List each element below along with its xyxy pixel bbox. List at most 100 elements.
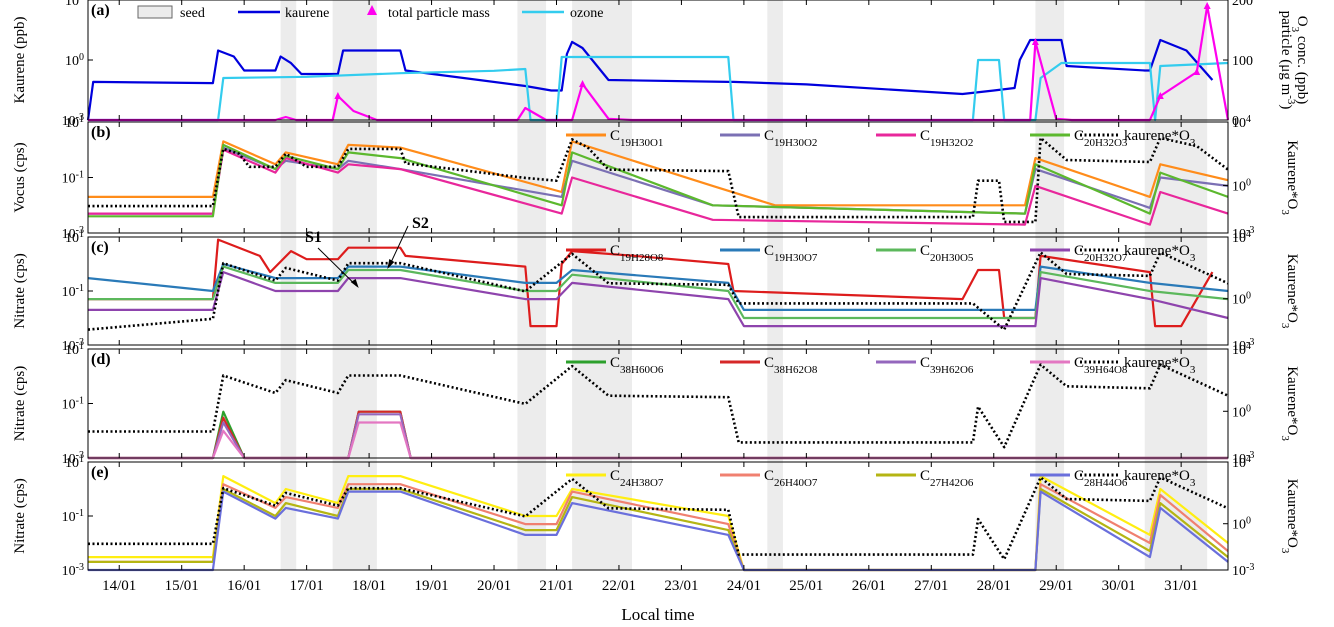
annotation-s2-arrowhead — [387, 259, 395, 269]
panel-letter: (a) — [91, 2, 110, 19]
series-kaurene-o3-line — [88, 363, 1229, 449]
legend-label: kaurene*O3 — [1124, 468, 1196, 489]
y2-tick-label: 104 — [1232, 114, 1251, 132]
series-kaurene-o3-line — [88, 476, 1229, 561]
legend: seed kaurene total particle mass ozone — [137, 5, 603, 21]
legend-label: C19H30O2 — [764, 128, 817, 149]
legend-label: C26H40O7 — [764, 468, 818, 489]
x-tick-label: 26/01 — [852, 578, 886, 594]
y2-tick-label: 10-3 — [1232, 450, 1254, 468]
legend-label: C38H60O6 — [610, 355, 664, 376]
y2-axis-label: Kaurene*O3 — [1279, 254, 1300, 329]
x-tick-label: 27/01 — [914, 578, 948, 594]
x-tick-label: 31/01 — [1164, 578, 1198, 594]
y-tick-label: 100 — [65, 52, 84, 70]
y2-tick-label: 104 — [1232, 454, 1251, 472]
legend-label: C27H42O6 — [920, 468, 974, 489]
y2-tick-label: 0 — [1232, 114, 1239, 129]
y-tick-label: 10-1 — [62, 169, 84, 187]
x-tick-label: 21/01 — [539, 578, 573, 594]
y-tick-label: 10-1 — [62, 283, 84, 301]
legend-label: C39H62O6 — [920, 355, 974, 376]
x-tick-label: 15/01 — [165, 578, 199, 594]
y-tick-label: 101 — [65, 114, 84, 132]
legend-label: C19H32O2 — [920, 128, 973, 149]
series-c20h32o7-line — [88, 271, 1229, 328]
panel-a: 10-3 100 103 0 100 200 (a) Kaurene (ppb) O3 conc… — [12, 0, 1310, 129]
y-tick-label: 10-1 — [62, 508, 84, 526]
panel-letter: (d) — [91, 351, 111, 368]
y2-tick-label: 100 — [1232, 515, 1251, 533]
y2-tick-label: 100 — [1232, 177, 1251, 195]
particle-marker — [1031, 38, 1039, 45]
x-tick-label: 18/01 — [352, 578, 386, 594]
x-tick-label: 30/01 — [1102, 578, 1136, 594]
annotation-s1-arrowhead — [350, 279, 359, 288]
y2-tick-label: 10-3 — [1232, 562, 1254, 580]
y2-axis-label: Kaurene*O3 — [1279, 140, 1300, 215]
series-kaurene-line — [86, 38, 1214, 121]
y2-axis-label: Kaurene*O3 — [1279, 479, 1300, 554]
legend-label: C19H30O1 — [610, 128, 663, 149]
legend-label: C39H64O8 — [1074, 355, 1128, 376]
legend: C38H60O6 C38H62O8 C39H62O6 C39H64O8kaurene*… — [566, 355, 1196, 376]
x-tick-label: 16/01 — [227, 578, 261, 594]
y-axis-label: Nitrate (cps) — [12, 253, 28, 328]
particle-marker — [334, 92, 342, 99]
legend-label: C19H30O7 — [764, 243, 818, 264]
particle-marker — [1193, 68, 1201, 75]
legend-label: C19H28O8 — [610, 243, 664, 264]
annotation-s1-arrow — [317, 247, 358, 287]
legend-label: C24H38O7 — [610, 468, 664, 489]
y-tick-label: 10-3 — [62, 562, 84, 580]
legend: C24H38O7 C26H40O7 C27H42O6 C28H44O6kaurene*… — [566, 468, 1196, 489]
x-tick-label: 23/01 — [664, 578, 698, 594]
legend-swatch-particle — [367, 5, 377, 15]
x-tick-label: 19/01 — [414, 578, 448, 594]
series-kaurene-o3-line — [88, 136, 1229, 224]
annotation-s2: S2 — [412, 215, 429, 232]
panel-d: 10-3 10-1 101 10-3 100 104 (d) Nitrate (cps) Kau… — [12, 341, 1300, 468]
series-c20h32o3-line — [88, 143, 1229, 218]
y-axis-label: Nitrate (cps) — [12, 478, 28, 553]
y2-tick-label: 10-3 — [1232, 337, 1254, 355]
y-tick-label: 103 — [65, 0, 84, 9]
y-tick-label: 10-3 — [62, 112, 84, 130]
y2-axis-label: particle (μg m-3) — [1278, 11, 1297, 110]
x-tick-label: 22/01 — [602, 578, 636, 594]
y2-tick-label: 10-3 — [1232, 225, 1254, 243]
series-c19h30o1-line — [88, 140, 1229, 207]
legend-swatch-seed — [137, 5, 173, 19]
particle-marker — [1156, 92, 1164, 99]
panel-e: 10-3 10-1 101 10-3 100 104 (e) Nitrate (cps) Kau… — [12, 454, 1300, 580]
series-c27h42o6-line — [88, 487, 1229, 572]
y2-axis-label: Kaurene*O3 — [1279, 366, 1300, 441]
legend: C19H30O1 C19H30O2 C19H32O2 C20H32O3kaurene*… — [566, 128, 1196, 149]
legend-label: C20H30O5 — [920, 243, 974, 264]
y2-tick-label: 104 — [1232, 341, 1251, 359]
y-tick-label: 10-3 — [62, 450, 84, 468]
annotation-s2-arrow — [388, 225, 409, 267]
series-kaurene-o3-line — [87, 251, 1229, 331]
y-tick-label: 10-3 — [62, 337, 84, 355]
y-tick-label: 101 — [65, 454, 84, 472]
y-axis-label: Kaurene (ppb) — [12, 16, 28, 103]
legend-label: C20H32O3 — [1074, 128, 1128, 149]
y2-axis-label: O3 conc. (ppb) — [1289, 16, 1310, 104]
panel-letter: (c) — [91, 239, 109, 256]
y2-tick-label: 100 — [1232, 54, 1253, 69]
x-tick-label: 28/01 — [977, 578, 1011, 594]
legend-label-particle: total particle mass — [388, 6, 490, 21]
legend-label: C20H32O7 — [1074, 243, 1128, 264]
y-tick-label: 101 — [65, 229, 84, 247]
x-tick-label: 17/01 — [290, 578, 324, 594]
legend-label: kaurene*O3 — [1124, 128, 1196, 149]
x-tick-label: 29/01 — [1039, 578, 1073, 594]
y2-tick-label: 100 — [1232, 403, 1251, 421]
particle-marker — [1203, 2, 1211, 9]
legend-label: kaurene*O3 — [1124, 355, 1196, 376]
y-tick-label: 10-3 — [62, 225, 84, 243]
legend-label-seed: seed — [180, 6, 205, 21]
legend: C19H28O8 C19H30O7 C20H30O5 C20H32O7kaurene*… — [566, 243, 1196, 264]
